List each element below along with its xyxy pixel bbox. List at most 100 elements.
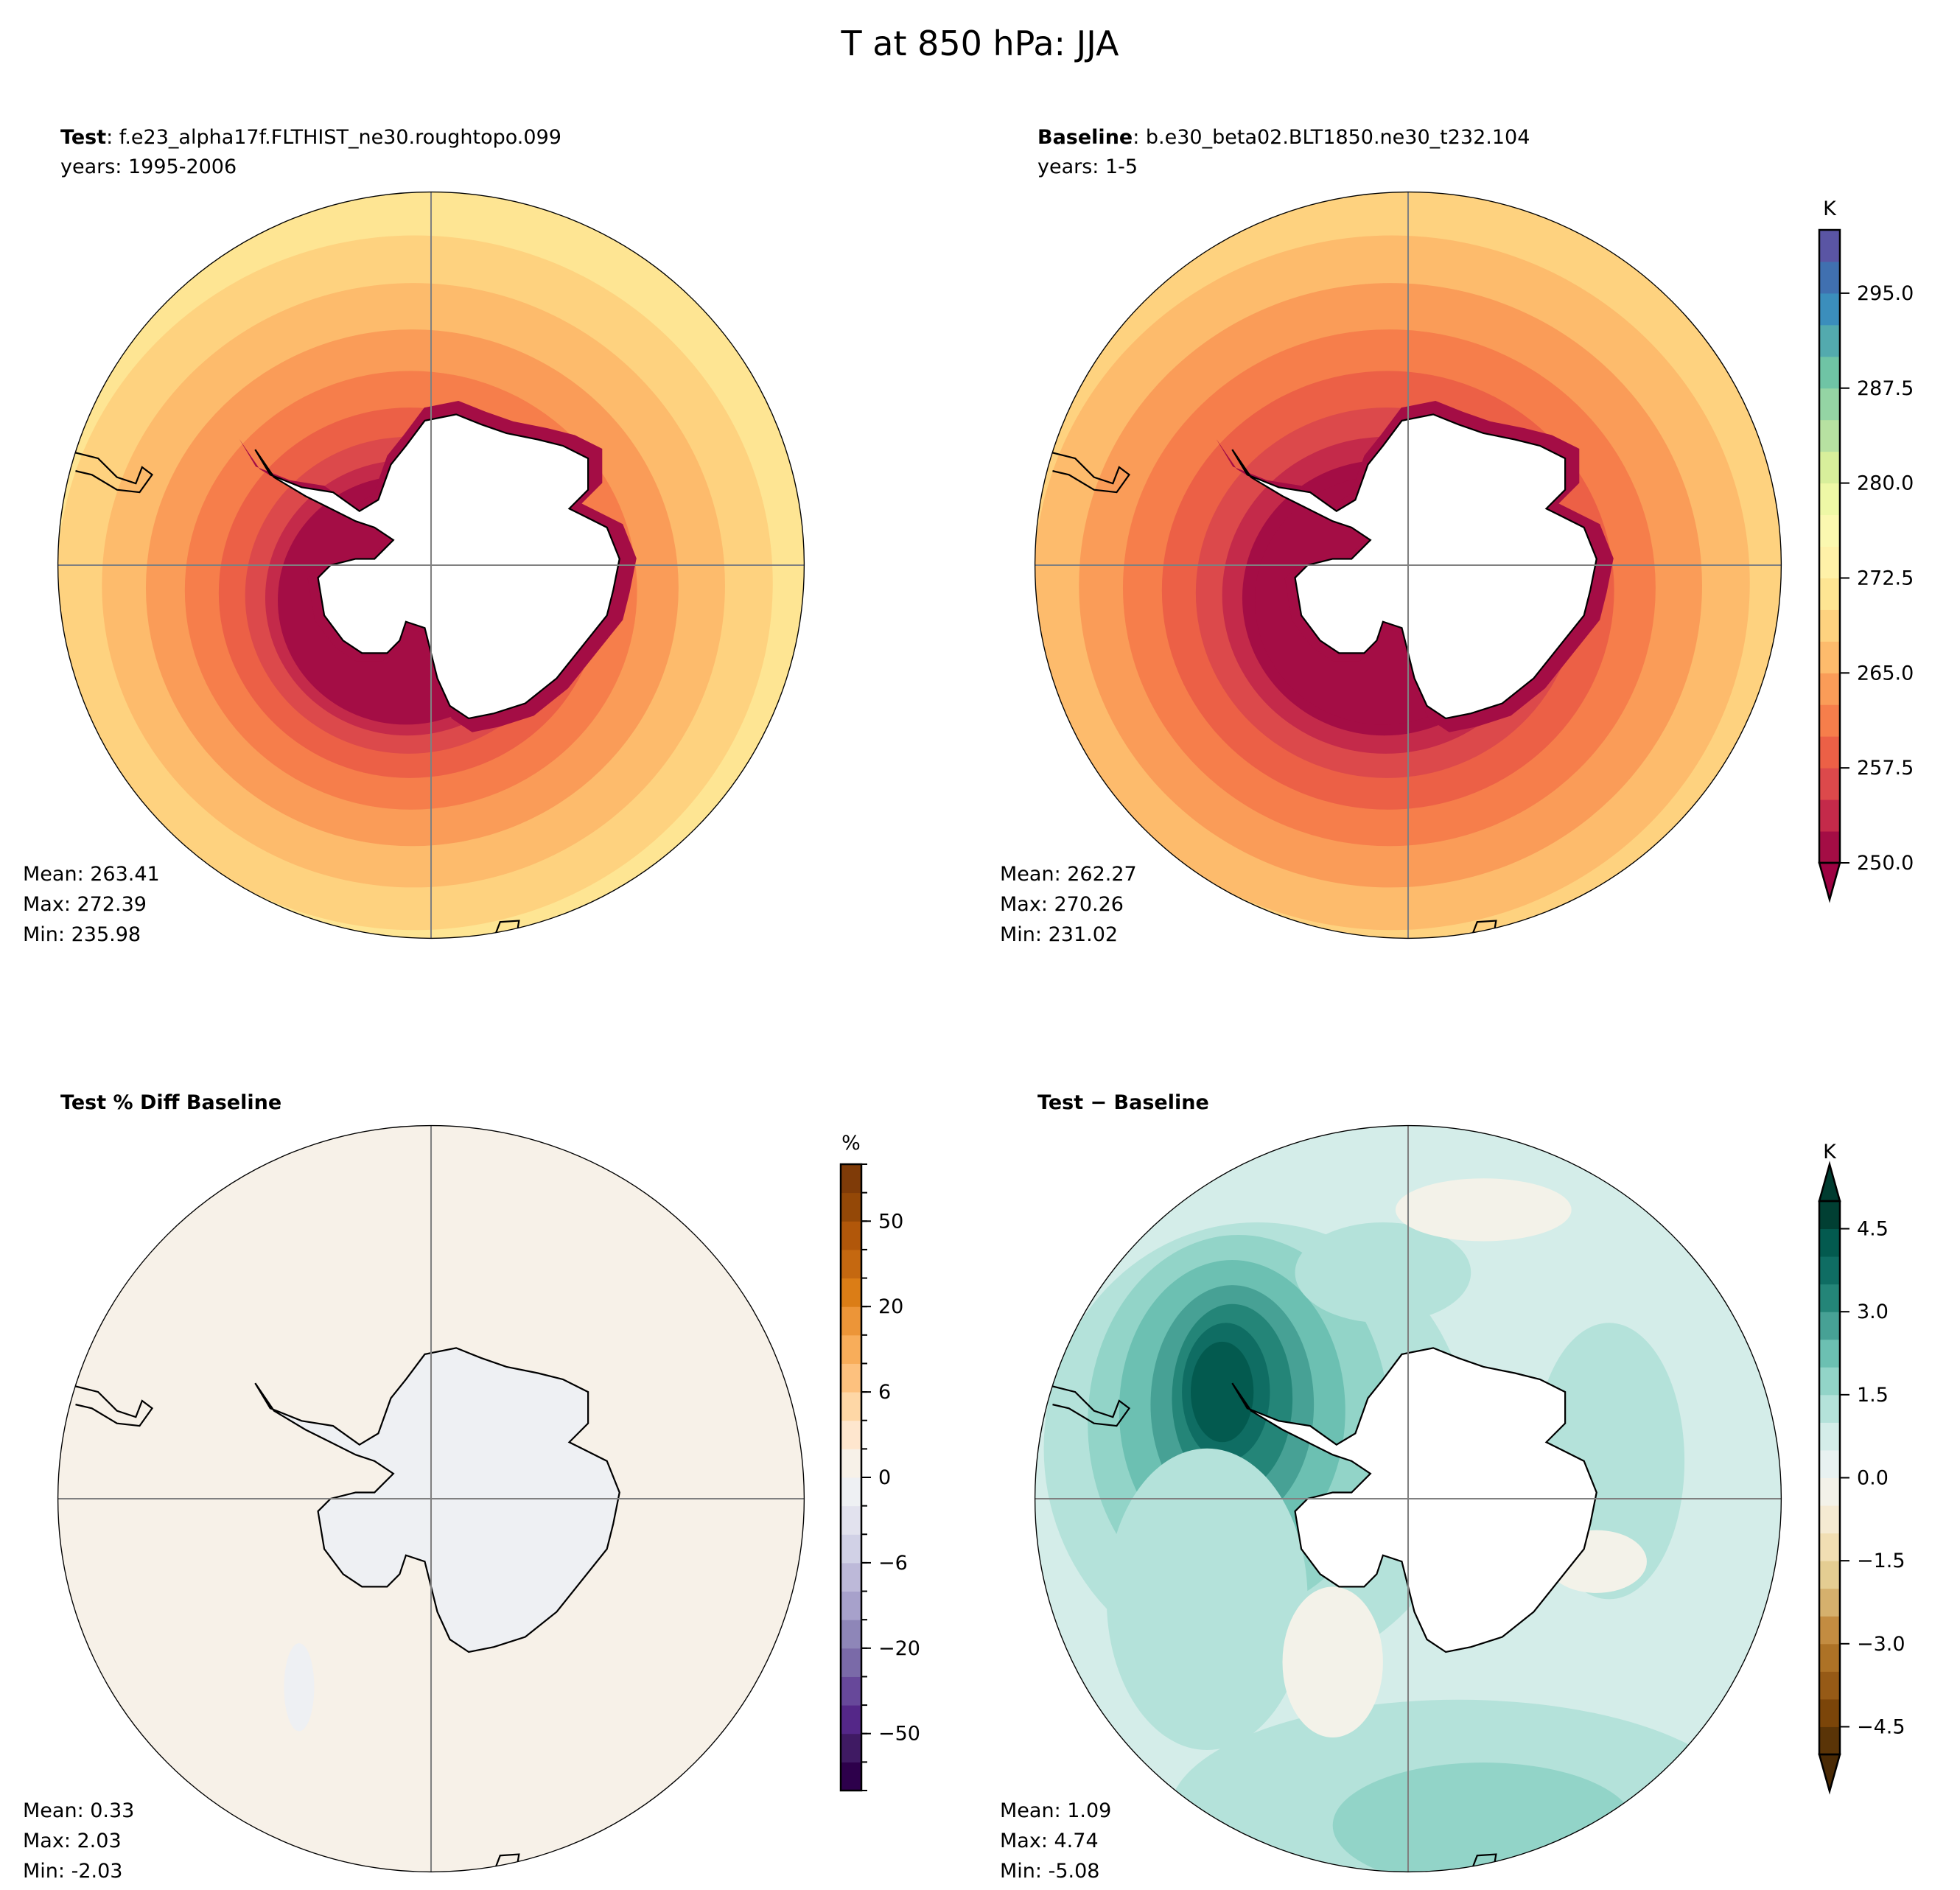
map-panel-diff: Test − Baseline Mean: 1.09 Max: 4.74 Min: -… bbox=[1000, 1091, 1782, 1883]
colorbar-level-box bbox=[841, 1420, 861, 1449]
colorbar-level-box bbox=[1819, 1561, 1840, 1589]
panel-title: Test % Diff Baseline bbox=[60, 1091, 281, 1114]
colorbar-unit: % bbox=[841, 1132, 861, 1155]
colorbar-level-box bbox=[841, 1334, 861, 1364]
colorbar-level-box bbox=[1819, 419, 1840, 452]
colorbar-level-box bbox=[841, 1477, 861, 1507]
colorbar-level-box bbox=[841, 1392, 861, 1421]
colorbar-percent: % −50 −20 −6 0 6 20 50 bbox=[839, 1132, 920, 1792]
colorbar-level-box bbox=[841, 1733, 861, 1763]
stat-min: Min: -2.03 bbox=[23, 1860, 122, 1883]
polar-map bbox=[57, 191, 805, 939]
colorbar-level-box bbox=[1819, 768, 1840, 800]
coastline bbox=[57, 1385, 154, 1427]
colorbar-level-box bbox=[1819, 1422, 1840, 1451]
stat-mean: Mean: 1.09 bbox=[1000, 1799, 1111, 1822]
colorbar-level-box bbox=[1819, 1201, 1840, 1230]
colorbar-level-box bbox=[1819, 1312, 1840, 1340]
colorbar-level-box bbox=[1819, 356, 1840, 389]
colorbar-extend-max bbox=[1818, 1161, 1841, 1203]
stat-max: Max: 272.39 bbox=[23, 893, 147, 916]
coastline bbox=[254, 413, 620, 720]
colorbar-level-box bbox=[1819, 1588, 1840, 1617]
colorbar-level-box bbox=[1819, 1367, 1840, 1396]
colorbar-level-box bbox=[1819, 293, 1840, 326]
colorbar-level-box bbox=[1819, 1616, 1840, 1645]
colorbar-tick-label: −50 bbox=[878, 1723, 920, 1746]
colorbar-tick-label: −3.0 bbox=[1857, 1633, 1905, 1656]
colorbar-level-box bbox=[1819, 1256, 1840, 1285]
colorbar-level-box bbox=[841, 1306, 861, 1336]
colorbar-level-box bbox=[841, 1591, 861, 1620]
panel-title-label: Test bbox=[60, 126, 106, 149]
map-panel-baseline: Baseline: b.e30_beta02.BLT1850.ne30_t232… bbox=[1000, 126, 1782, 946]
colorbar-tick-label: 265.0 bbox=[1857, 662, 1914, 685]
colorbar-level-box bbox=[1819, 704, 1840, 737]
colorbar-unit: K bbox=[1823, 1141, 1837, 1163]
colorbar-outline bbox=[1818, 1200, 1841, 1756]
colorbar-level-box bbox=[841, 1534, 861, 1564]
colorbar-level-box bbox=[1819, 388, 1840, 421]
diff-contour-band bbox=[1282, 1586, 1383, 1737]
map-boundary bbox=[57, 191, 805, 939]
figure-title: T at 850 hPa: JJA bbox=[841, 24, 1119, 63]
colorbar-tick-label: −4.5 bbox=[1857, 1715, 1905, 1738]
map-panel-test: Test: f.e23_alpha17f.FLTHIST_ne30.rought… bbox=[23, 126, 805, 946]
colorbar-tick-label: 3.0 bbox=[1857, 1301, 1889, 1323]
map-panel-pctdiff: Test % Diff Baseline Mean: 0.33 Max: 2.03 M… bbox=[23, 1091, 805, 1883]
colorbar-level-box bbox=[1819, 324, 1840, 357]
colorbar-level-box bbox=[1819, 483, 1840, 516]
stat-max: Max: 4.74 bbox=[1000, 1830, 1099, 1852]
colorbar-tick-label: −1.5 bbox=[1857, 1550, 1905, 1572]
colorbar-unit: K bbox=[1823, 197, 1837, 220]
colorbar-tick-label: 20 bbox=[878, 1295, 903, 1318]
colorbar-level-box bbox=[1819, 578, 1840, 610]
colorbar-level-box bbox=[1819, 261, 1840, 294]
colorbar-level-box bbox=[1819, 1533, 1840, 1561]
colorbar-tick-label: −20 bbox=[878, 1637, 920, 1660]
colorbar-level-box bbox=[1819, 641, 1840, 673]
diff-contour-band bbox=[1295, 1222, 1471, 1323]
colorbar-tick-label: 1.5 bbox=[1857, 1384, 1889, 1407]
colorbar-level-box bbox=[1819, 230, 1840, 262]
coastline bbox=[1035, 1385, 1131, 1427]
colorbar-level-box bbox=[1819, 1643, 1840, 1672]
colorbar-level-box bbox=[841, 1449, 861, 1478]
colorbar-level-box bbox=[1819, 673, 1840, 705]
panel-title-label: Test % Diff Baseline bbox=[60, 1091, 281, 1114]
panel-title-label: Baseline bbox=[1037, 126, 1133, 149]
stat-mean: Mean: 262.27 bbox=[1000, 863, 1137, 886]
diff-contour-band bbox=[1191, 1341, 1254, 1443]
stat-mean: Mean: 263.41 bbox=[23, 863, 160, 886]
colorbar-tick-label: 287.5 bbox=[1857, 377, 1914, 400]
colorbar-level-box bbox=[1819, 799, 1840, 832]
stat-min: Min: -5.08 bbox=[1000, 1860, 1099, 1883]
map-boundary bbox=[1034, 1124, 1782, 1873]
colorbar-extend-min bbox=[1818, 1753, 1841, 1795]
polar-map bbox=[1034, 191, 1782, 939]
colorbar-tick-label: 0.0 bbox=[1857, 1467, 1889, 1490]
colorbar-level-box bbox=[841, 1278, 861, 1307]
colorbar-level-box bbox=[1819, 1394, 1840, 1423]
colorbar-level-box bbox=[1819, 831, 1840, 864]
panel-years: years: 1-5 bbox=[1037, 155, 1138, 178]
colorbar-tick-label: 295.0 bbox=[1857, 282, 1914, 305]
colorbar-tick-label: 0 bbox=[878, 1466, 891, 1489]
panel-title: Test − Baseline bbox=[1037, 1091, 1209, 1114]
colorbar-level-box bbox=[1819, 1505, 1840, 1534]
colorbar-level-box bbox=[1819, 609, 1840, 642]
colorbar-tick-label: −6 bbox=[878, 1552, 908, 1575]
colorbar-tick-label: 6 bbox=[878, 1381, 891, 1404]
stat-mean: Mean: 0.33 bbox=[23, 1799, 134, 1822]
colorbar-level-box bbox=[1819, 1726, 1840, 1755]
colorbar-level-box bbox=[1819, 1477, 1840, 1506]
panel-title: Baseline: b.e30_beta02.BLT1850.ne30_t232… bbox=[1037, 126, 1530, 149]
panel-title-label: Test − Baseline bbox=[1037, 1091, 1209, 1114]
colorbar-level-box bbox=[1819, 736, 1840, 769]
colorbar-level-box bbox=[1819, 514, 1840, 547]
colorbar-level-box bbox=[841, 1676, 861, 1706]
colorbar-level-box bbox=[841, 1762, 861, 1791]
coastline bbox=[254, 1347, 620, 1653]
stat-max: Max: 270.26 bbox=[1000, 893, 1124, 916]
